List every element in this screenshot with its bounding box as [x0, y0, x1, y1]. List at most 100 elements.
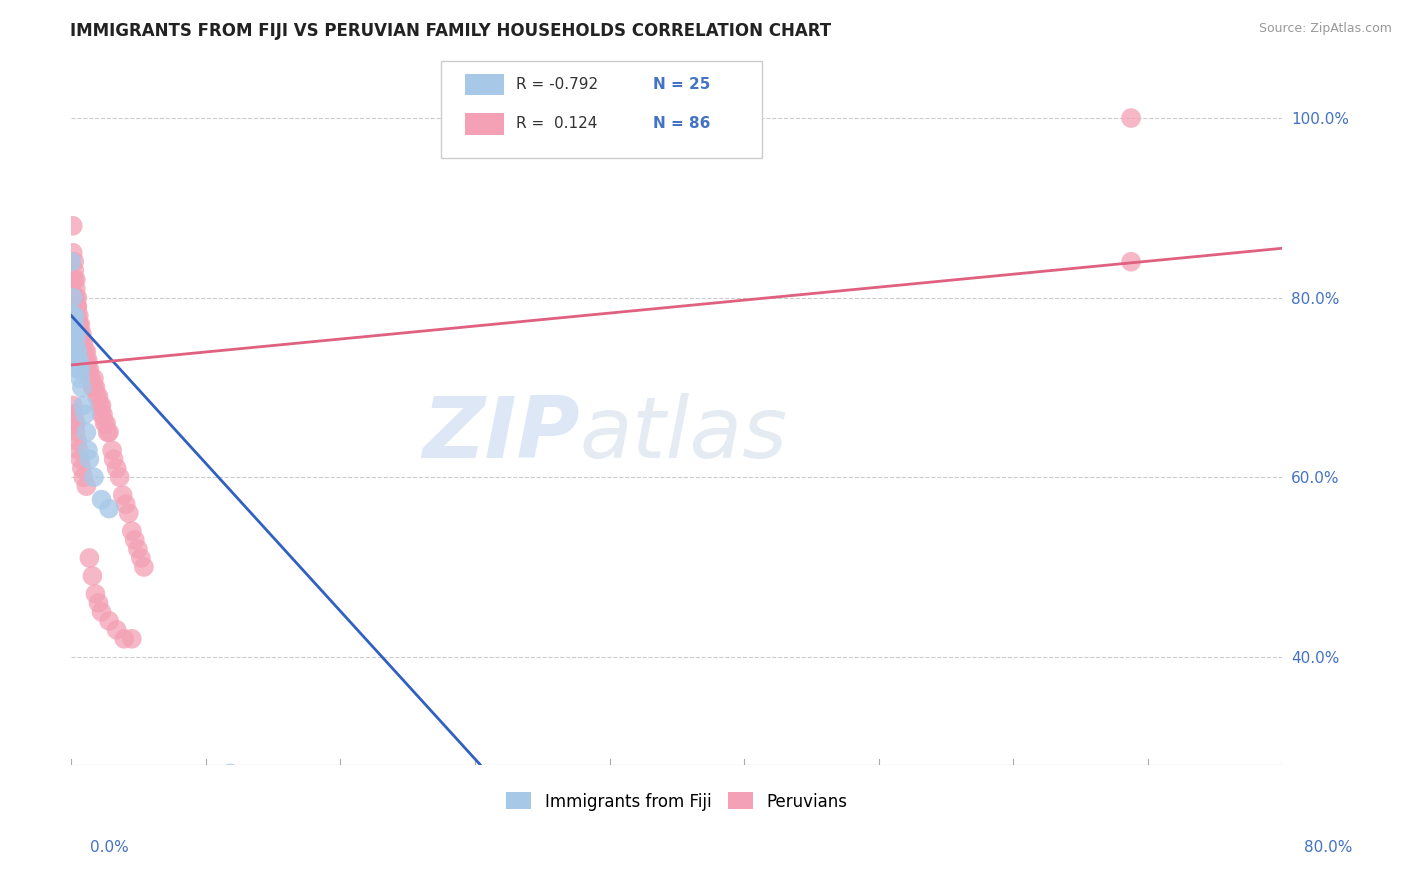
Point	[66, 434, 89, 449]
Point	[65, 282, 87, 296]
Point	[62, 309, 84, 323]
Point	[63, 273, 86, 287]
Point	[75, 362, 97, 376]
Point	[65, 273, 87, 287]
Point	[98, 501, 121, 516]
Point	[70, 335, 93, 350]
Point	[66, 344, 89, 359]
Point	[66, 300, 89, 314]
Point	[91, 408, 114, 422]
Point	[75, 479, 97, 493]
Point	[63, 309, 86, 323]
Point	[67, 309, 90, 323]
Point	[66, 309, 89, 323]
Text: atlas: atlas	[579, 392, 787, 475]
Point	[83, 470, 105, 484]
Point	[67, 318, 90, 332]
Point	[114, 497, 136, 511]
Point	[72, 335, 94, 350]
Point	[70, 326, 93, 341]
Point	[65, 344, 87, 359]
Point	[65, 291, 87, 305]
Point	[62, 245, 84, 260]
Point	[129, 551, 152, 566]
Point	[1119, 111, 1142, 125]
Point	[90, 605, 112, 619]
Point	[65, 425, 87, 440]
Point	[69, 371, 91, 385]
Point	[98, 425, 121, 440]
Point	[108, 470, 131, 484]
Point	[112, 632, 135, 646]
Point	[97, 425, 120, 440]
Point	[67, 362, 90, 376]
Point	[63, 417, 86, 431]
Point	[87, 389, 110, 403]
Point	[65, 417, 87, 431]
Point	[62, 408, 84, 422]
Point	[67, 353, 90, 368]
Point	[105, 461, 128, 475]
Point	[101, 443, 124, 458]
Point	[72, 398, 94, 412]
Point	[62, 291, 84, 305]
Point	[77, 353, 100, 368]
Point	[70, 380, 93, 394]
Point	[69, 452, 91, 467]
Point	[121, 524, 143, 538]
Point	[73, 353, 96, 368]
Point	[83, 371, 105, 385]
Point	[75, 425, 97, 440]
Point	[90, 408, 112, 422]
Point	[69, 362, 91, 376]
Point	[90, 492, 112, 507]
Point	[86, 389, 108, 403]
Point	[65, 326, 87, 341]
Point	[69, 326, 91, 341]
Point	[111, 488, 134, 502]
FancyBboxPatch shape	[440, 61, 762, 158]
Point	[60, 254, 83, 268]
Text: 0.0%: 0.0%	[90, 840, 129, 855]
Point	[94, 417, 117, 431]
Point	[80, 371, 103, 385]
Point	[84, 380, 107, 394]
Text: N = 25: N = 25	[652, 77, 710, 92]
Point	[93, 417, 115, 431]
Text: 80.0%: 80.0%	[1305, 840, 1353, 855]
Text: R =  0.124: R = 0.124	[516, 116, 598, 131]
Point	[73, 344, 96, 359]
Point	[105, 623, 128, 637]
Point	[63, 254, 86, 268]
Point	[118, 506, 141, 520]
Point	[82, 380, 104, 394]
Point	[103, 452, 125, 467]
Point	[75, 353, 97, 368]
Point	[72, 353, 94, 368]
Point	[62, 219, 84, 233]
Point	[70, 461, 93, 475]
Point	[66, 300, 89, 314]
Point	[66, 353, 89, 368]
Point	[63, 263, 86, 277]
Point	[79, 551, 101, 566]
Point	[77, 443, 100, 458]
Point	[90, 398, 112, 412]
FancyBboxPatch shape	[465, 113, 503, 135]
Point	[127, 541, 149, 556]
Point	[79, 452, 101, 467]
Point	[79, 371, 101, 385]
Point	[72, 470, 94, 484]
Text: R = -0.792: R = -0.792	[516, 77, 598, 92]
Point	[132, 560, 155, 574]
Point	[121, 632, 143, 646]
Point	[62, 398, 84, 412]
Point	[63, 408, 86, 422]
Point	[66, 291, 89, 305]
Point	[89, 398, 111, 412]
Point	[72, 344, 94, 359]
Text: Source: ZipAtlas.com: Source: ZipAtlas.com	[1258, 22, 1392, 36]
Point	[65, 335, 87, 350]
Point	[63, 326, 86, 341]
Point	[84, 587, 107, 601]
